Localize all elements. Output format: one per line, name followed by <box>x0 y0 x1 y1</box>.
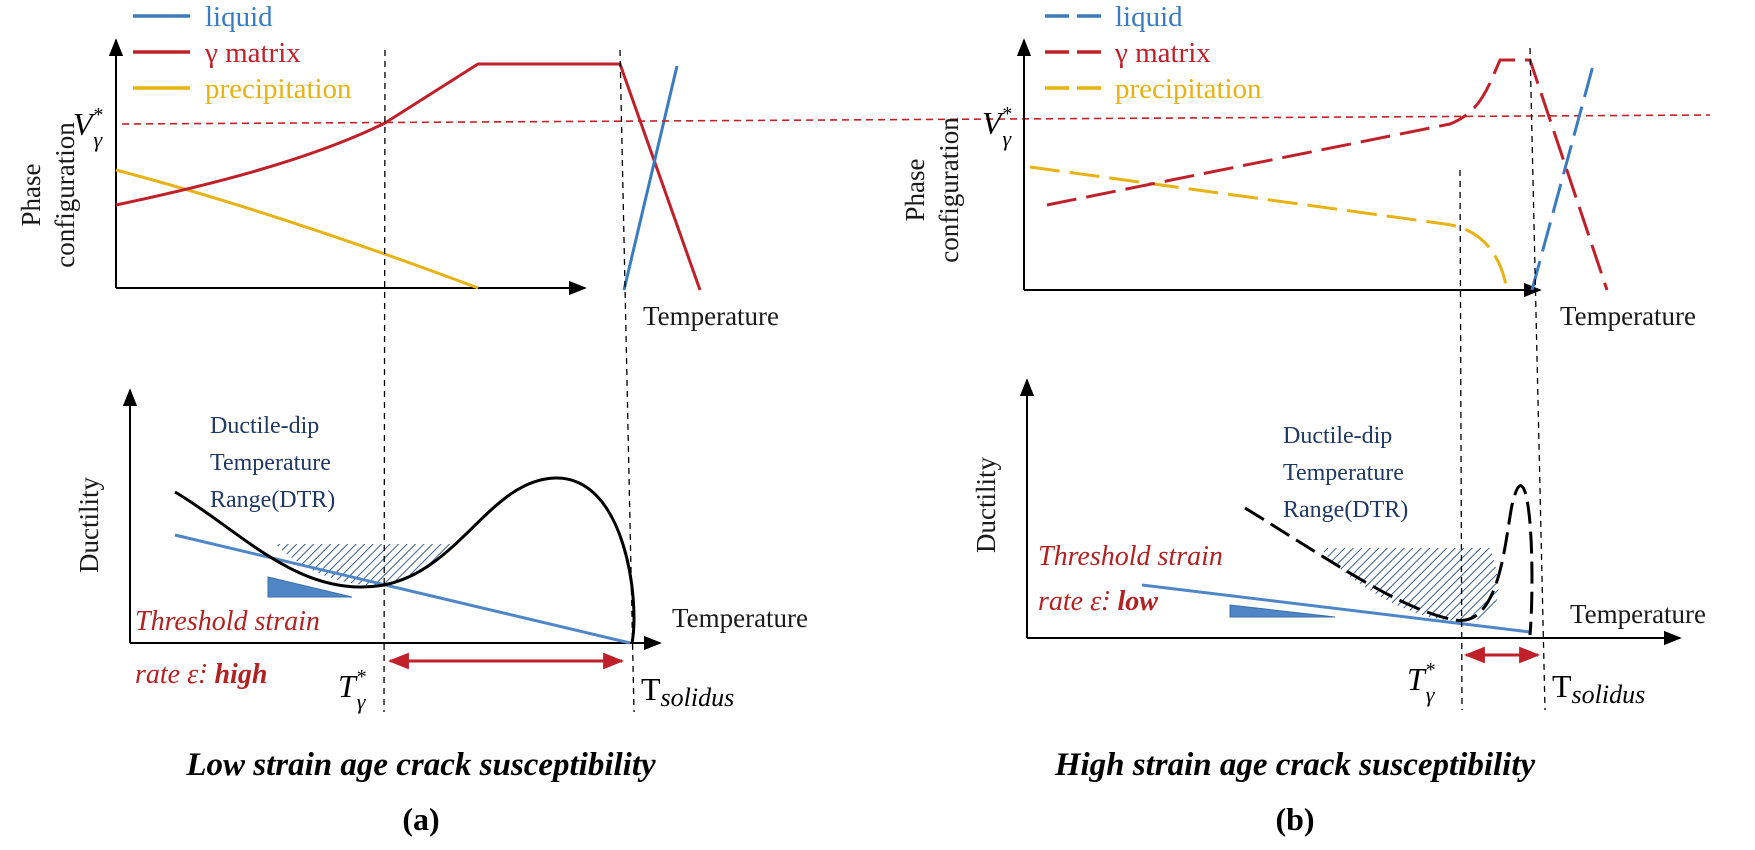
panel-a-caption: Low strain age crack susceptibility <box>185 747 656 783</box>
panel-a-threshold-text-1: Threshold strain <box>135 606 320 637</box>
panel-b-t-solidus-label: Tsolidus <box>1552 668 1645 709</box>
panel-a-t-solidus-label: Tsolidus <box>641 671 734 712</box>
panel-b-dtr-text-3: Range(DTR) <box>1283 497 1408 523</box>
panel-a-dtr-text-1: Ductile-dip <box>210 413 319 439</box>
panel-b-phase-plot: liquid γ matrix precipitation Phase conf… <box>900 1 1696 331</box>
panel-b-dtr-text-2: Temperature <box>1283 460 1404 486</box>
legend-b-gamma-label: γ matrix <box>1114 37 1211 69</box>
legend-liquid-label: liquid <box>205 1 273 33</box>
panel-a-dtr-text-3: Range(DTR) <box>210 487 335 513</box>
panel-b-t-solidus-vline <box>1529 47 1546 711</box>
panel-b-caption: High strain age crack susceptibility <box>1054 747 1536 783</box>
panel-b-label: (b) <box>1275 801 1314 837</box>
v-gamma-threshold-line <box>121 114 1711 125</box>
panel-b-threshold-text-2: rate ε̇: low <box>1038 586 1158 617</box>
panel-a-dtr-text-2: Temperature <box>210 450 331 476</box>
panel-a-gamma-matrix-curve <box>115 62 702 291</box>
panel-a-liquid-curve <box>622 65 679 291</box>
panel-a-ductility-y-label: Ductility <box>74 477 104 573</box>
legend-b-precipitation-label: precipitation <box>1115 73 1262 105</box>
panel-a-ductility-curve <box>174 476 636 644</box>
legend-gamma-label: γ matrix <box>204 37 301 69</box>
panel-b-ductility-y-label: Ductility <box>971 457 1001 553</box>
panel-a-phase-plot: liquid γ matrix precipitation Phase conf… <box>16 1 779 331</box>
panel-b-dtr-text-1: Ductile-dip <box>1283 423 1392 449</box>
panel-a-phase-y-label-1: Phase <box>16 163 46 226</box>
panel-a-t-gamma-label: T* γ <box>338 666 367 714</box>
legend-b-liquid-label: liquid <box>1115 1 1183 33</box>
panel-b-precipitation-curve <box>1029 165 1509 291</box>
panel-a-v-gamma-label: V* γ <box>73 104 104 152</box>
panel-b-phase-y-label-1: Phase <box>900 158 930 221</box>
panel-b-t-gamma-label: T* γ <box>1407 659 1436 707</box>
legend-precipitation-label: precipitation <box>205 73 352 105</box>
panel-a-precipitation-curve <box>115 168 479 290</box>
panel-a-threshold-strain-line <box>174 533 631 645</box>
panel-a-ductility-x-label: Temperature <box>672 603 808 633</box>
panel-a-phase-x-label: Temperature <box>643 301 779 331</box>
panel-b-threshold-strain-line <box>1141 583 1531 634</box>
panel-a-t-solidus-vline <box>619 49 635 713</box>
panel-a-label: (a) <box>402 801 439 837</box>
panel-b-phase-y-label-2: configuration <box>934 117 964 263</box>
panel-b-slope-triangle <box>1229 604 1336 618</box>
panel-b-gamma-matrix-curve <box>1046 58 1609 291</box>
panel-a-slope-triangle <box>267 576 353 598</box>
panel-a-phase-y-label-2: configuration <box>50 122 80 268</box>
panel-b-phase-x-label: Temperature <box>1560 301 1696 331</box>
panel-a-ductility-plot: Ductile-dip Temperature Range(DTR) Thres… <box>74 388 808 714</box>
panel-b-t-gamma-vline <box>1459 169 1463 711</box>
panel-b-threshold-text-1: Threshold strain <box>1038 541 1223 572</box>
panel-b-ductility-plot: Ductile-dip Temperature Range(DTR) Thres… <box>971 378 1706 709</box>
panel-a-t-gamma-vline <box>383 49 386 713</box>
panel-b-v-gamma-label: V* γ <box>982 103 1013 151</box>
panel-b-ductility-x-label: Temperature <box>1570 599 1706 629</box>
panel-b-dtr-hatched-area <box>1320 548 1499 621</box>
panel-b-ductility-curve <box>1244 484 1534 636</box>
panel-a-threshold-text-2: rate ε̇: high <box>135 659 267 690</box>
